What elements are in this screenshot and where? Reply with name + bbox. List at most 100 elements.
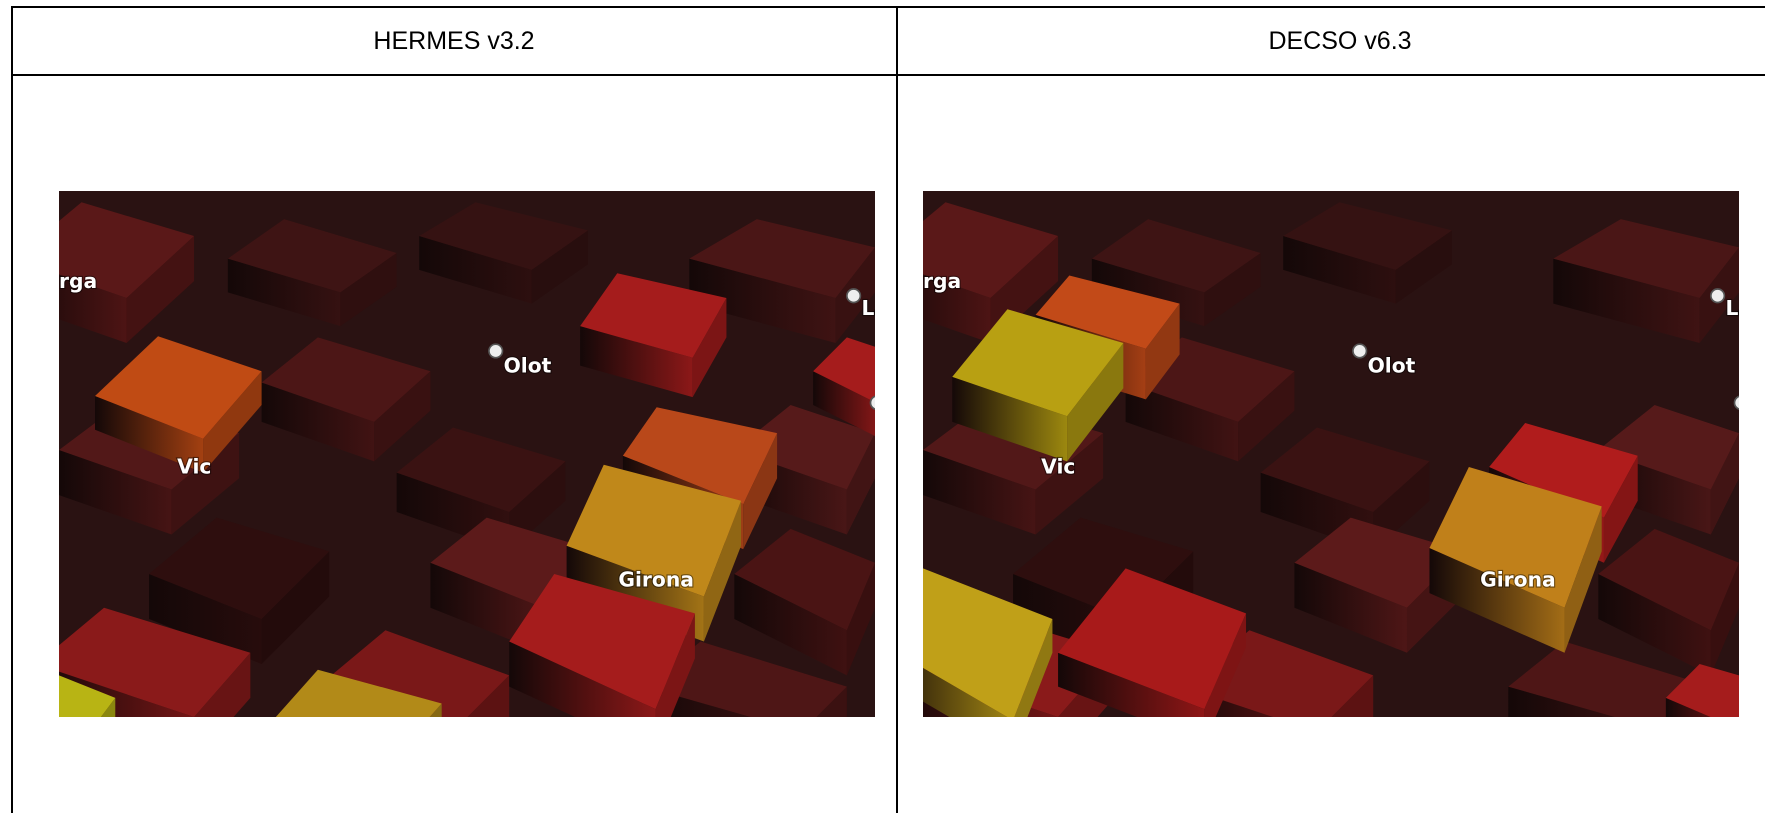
cube-front (813, 371, 875, 436)
cube-top (923, 202, 1059, 299)
cube-top (1058, 568, 1247, 710)
cube-front (419, 236, 532, 304)
cube-side (846, 562, 875, 676)
cube-front (923, 667, 1008, 717)
map-image: rga Olot Vic Girona La (59, 191, 875, 717)
cube-top (509, 573, 695, 710)
cube-top (734, 405, 875, 490)
cube-front (149, 573, 262, 665)
cube-side (1145, 303, 1180, 400)
cube-front (1598, 573, 1711, 676)
cube-side (1395, 230, 1452, 304)
cube-side (1014, 619, 1053, 717)
cube-front (734, 573, 847, 676)
town-marker (846, 288, 862, 304)
town-marker (1352, 343, 1368, 359)
cube-front (509, 641, 656, 717)
town-label: Olot (1368, 353, 1416, 377)
cube-top (1035, 275, 1180, 349)
cube-side (703, 500, 742, 642)
cube-side (1603, 455, 1638, 563)
cube-top (813, 337, 875, 403)
cube-top (1429, 466, 1602, 608)
cube-front (1125, 382, 1239, 462)
cube-front (1283, 236, 1396, 304)
cube-side (203, 371, 262, 473)
cube-side (374, 371, 431, 462)
cube-top (59, 675, 116, 717)
cube-side (743, 433, 778, 550)
town-marker (1710, 288, 1726, 304)
cube-top (95, 336, 262, 439)
cube-top (580, 273, 727, 358)
cube-top (923, 568, 1053, 717)
cube-side (126, 236, 195, 344)
cube-front (227, 258, 341, 327)
cube-side (1710, 433, 1739, 535)
town-label: Girona (618, 567, 694, 591)
cube-top (1489, 423, 1638, 518)
cube-top (227, 219, 397, 293)
cube-front (1553, 258, 1700, 344)
cube-top (275, 669, 442, 717)
cube-side (340, 252, 397, 327)
cube-top (1553, 219, 1739, 299)
cube-side (655, 613, 695, 717)
cube-front (689, 258, 836, 344)
cube-top (1283, 202, 1452, 270)
town-label: La (1725, 296, 1739, 320)
cube-top (1508, 641, 1711, 717)
cube-top (1260, 427, 1430, 513)
cube-top (622, 407, 778, 505)
cube-side (1035, 433, 1104, 535)
cube-front (1058, 652, 1205, 717)
cube-front (923, 450, 1036, 535)
cube-front (59, 450, 172, 535)
cube-top (59, 607, 251, 717)
cube-top (1665, 664, 1739, 717)
cube-top (1091, 219, 1261, 293)
town-label: La (861, 296, 875, 320)
cube-top (566, 464, 742, 597)
cube-front (59, 274, 127, 344)
town-marker (869, 395, 875, 411)
cube-side (1067, 343, 1124, 462)
cube-top (59, 202, 195, 299)
cube-top (1598, 405, 1739, 490)
column-header: HERMES v3.2 (373, 26, 535, 55)
cube-front (1429, 548, 1565, 653)
town-marker (488, 343, 504, 359)
cube-side (531, 230, 588, 304)
cube-front (952, 376, 1068, 462)
cube-side (692, 298, 727, 398)
table-border-top (11, 6, 1765, 8)
cube-front (923, 274, 991, 344)
town-label: rga (59, 269, 97, 293)
cube-top (952, 309, 1124, 417)
cube-front (580, 326, 693, 398)
cube-top (396, 427, 566, 513)
cube-top (149, 517, 330, 620)
cube-side (1238, 371, 1295, 462)
town-marker (1733, 395, 1739, 411)
cube-side (171, 433, 240, 535)
cube-side (261, 551, 330, 665)
cube-top (644, 641, 847, 717)
cube-front (261, 382, 375, 462)
town-label: Olot (504, 353, 552, 377)
cube-top (734, 528, 875, 631)
town-label: Vic (177, 455, 211, 479)
cube-side (1204, 252, 1261, 327)
cube-front (430, 562, 543, 653)
cube-top (689, 219, 875, 299)
cube-top (1598, 528, 1739, 631)
cube-side (1564, 506, 1602, 653)
table-border-left (11, 6, 13, 813)
column-divider (896, 6, 898, 813)
cube-side (1204, 613, 1247, 717)
town-label: rga (923, 269, 961, 293)
header-divider (11, 74, 1765, 76)
map-image: rga Olot Vic Girona La (923, 191, 1739, 717)
cube-top (1294, 517, 1464, 608)
cube-top (419, 202, 588, 270)
